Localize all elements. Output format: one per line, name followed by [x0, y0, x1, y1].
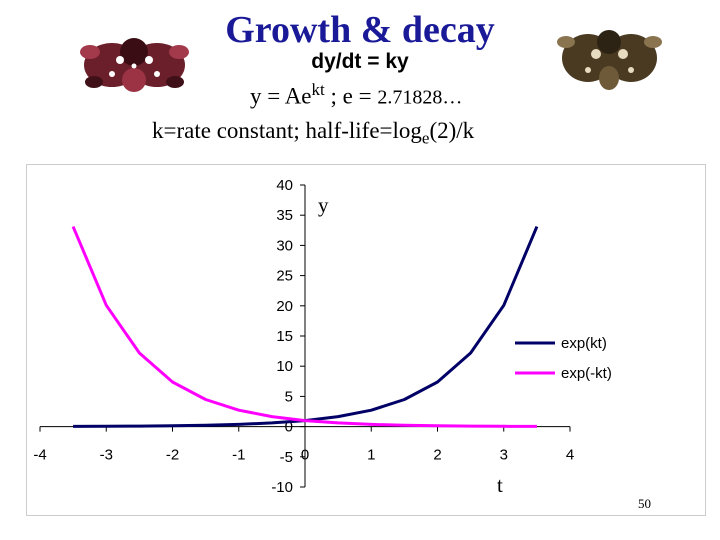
x-tick-label: 0 — [301, 447, 309, 464]
legend-label: exp(-kt) — [561, 365, 612, 382]
y-tick-label: 20 — [276, 298, 293, 315]
legend-label: exp(kt) — [561, 335, 607, 352]
solution-equation: y = Aekt ; e = 2.71828… — [250, 80, 462, 110]
x-tick-label: -1 — [232, 447, 245, 464]
solution-equation-prefix: y = Ae — [250, 83, 312, 109]
x-tick-label: -3 — [100, 447, 113, 464]
series-line-exp-neg-kt — [71, 226, 537, 428]
y-axis-label: y — [318, 193, 329, 217]
inkblot-left-image — [72, 30, 197, 100]
y-tick-label: 10 — [276, 358, 293, 375]
half-life-suffix: (2)/k — [429, 118, 475, 143]
y-tick-label: 0 — [285, 419, 293, 436]
y-tick-label: 30 — [276, 237, 293, 254]
x-tick-label: 1 — [367, 447, 375, 464]
y-tick-label: 5 — [285, 388, 293, 405]
slide-title: Growth & decay — [225, 9, 495, 51]
x-tick-label: 4 — [566, 447, 574, 464]
y-tick-label: -10 — [271, 479, 293, 496]
differential-equation: dy/dt = ky — [311, 50, 409, 73]
y-tick-label: 25 — [276, 268, 293, 285]
inkblot-right-image — [552, 24, 667, 94]
chart-border — [26, 164, 706, 516]
log-base-subscript: e — [421, 128, 430, 148]
y-tick-label: -5 — [280, 449, 293, 466]
y-tick-label: 35 — [276, 207, 293, 224]
x-tick-label: -4 — [33, 447, 46, 464]
chart-series — [71, 226, 539, 428]
x-tick-label: -2 — [166, 447, 179, 464]
solution-equation-middle: ; e = — [324, 83, 378, 109]
chart-legend: exp(kt) exp(-kt) — [515, 335, 612, 382]
y-tick-label: 15 — [276, 328, 293, 345]
x-tick-label: 3 — [500, 447, 508, 464]
solution-equation-exponent: kt — [311, 80, 325, 99]
e-value: 2.71828… — [377, 86, 463, 109]
x-axis-label: t — [497, 473, 503, 497]
half-life-definition: k=rate constant; half-life=loge(2)/k — [152, 118, 474, 149]
page-number: 50 — [638, 496, 651, 511]
x-tick-label: 2 — [433, 447, 441, 464]
half-life-prefix: k=rate constant; half-life=log — [152, 118, 422, 143]
y-tick-label: 40 — [276, 177, 293, 194]
